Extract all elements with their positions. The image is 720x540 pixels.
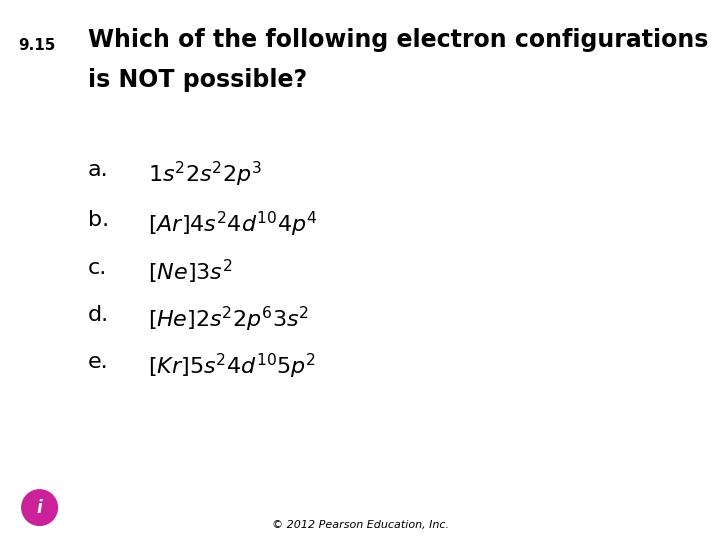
Text: $[Ne]3s^{2}$: $[Ne]3s^{2}$ — [148, 258, 233, 286]
Text: e.: e. — [88, 352, 109, 372]
Text: © 2012 Pearson Education, Inc.: © 2012 Pearson Education, Inc. — [271, 520, 449, 530]
Circle shape — [22, 490, 58, 525]
Text: i: i — [37, 498, 42, 517]
Text: $1s^{2}2s^{2}2p^{3}$: $1s^{2}2s^{2}2p^{3}$ — [148, 160, 262, 189]
Text: is NOT possible?: is NOT possible? — [88, 68, 307, 92]
Text: c.: c. — [88, 258, 107, 278]
Text: $[He]2s^{2}2p^{6}3s^{2}$: $[He]2s^{2}2p^{6}3s^{2}$ — [148, 305, 309, 334]
Text: d.: d. — [88, 305, 109, 325]
Text: a.: a. — [88, 160, 109, 180]
Text: $[Ar]4s^{2}4d^{10}4p^{4}$: $[Ar]4s^{2}4d^{10}4p^{4}$ — [148, 210, 318, 239]
Text: 9.15: 9.15 — [18, 38, 55, 53]
Text: $[Kr]5s^{2}4d^{10}5p^{2}$: $[Kr]5s^{2}4d^{10}5p^{2}$ — [148, 352, 316, 381]
Text: Which of the following electron configurations: Which of the following electron configur… — [88, 28, 708, 52]
Text: b.: b. — [88, 210, 109, 230]
